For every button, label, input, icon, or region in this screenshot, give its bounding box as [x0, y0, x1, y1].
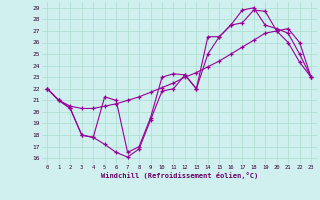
X-axis label: Windchill (Refroidissement éolien,°C): Windchill (Refroidissement éolien,°C)	[100, 172, 258, 179]
